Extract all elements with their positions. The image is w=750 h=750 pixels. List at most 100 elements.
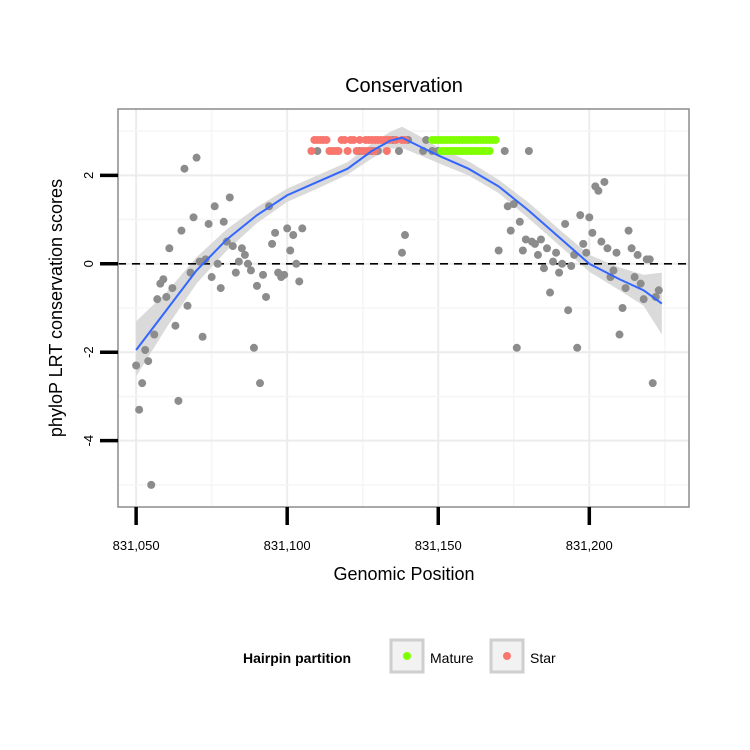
data-point-other — [210, 202, 219, 211]
data-point-other — [141, 346, 150, 355]
data-point-other — [271, 228, 280, 237]
data-point-other — [159, 275, 168, 284]
data-point-other — [500, 147, 509, 156]
data-point-other — [503, 202, 512, 211]
data-point-other — [539, 264, 548, 273]
data-point-other — [180, 164, 189, 173]
data-point-other — [582, 248, 591, 257]
data-point-other — [207, 273, 216, 282]
data-point-other — [286, 246, 295, 255]
data-point-other — [506, 226, 515, 235]
data-point-other — [579, 239, 588, 248]
data-point-other — [533, 250, 542, 259]
data-point-other — [216, 284, 225, 293]
data-point-other — [313, 147, 322, 156]
data-point-other — [512, 343, 521, 352]
data-point-other — [289, 231, 298, 240]
data-point-other — [189, 213, 198, 222]
data-point-other — [397, 248, 406, 257]
data-point-other — [168, 284, 177, 293]
data-point-other — [600, 177, 609, 186]
smooth-line — [135, 136, 663, 351]
data-point-other — [630, 273, 639, 282]
data-point-other — [283, 224, 292, 233]
y-tick-label: -2 — [81, 346, 96, 358]
data-point-other — [549, 257, 558, 266]
y-axis-title: phyloP LRT conservation scores — [46, 179, 66, 437]
data-point-other — [627, 244, 636, 253]
data-point-other — [552, 248, 561, 257]
legend-label-star: Star — [530, 650, 556, 666]
y-tick-label: 0 — [81, 260, 96, 267]
data-point-other — [246, 266, 255, 275]
x-tick-label: 831,200 — [566, 538, 613, 553]
data-point-other — [252, 281, 261, 290]
data-point-other — [225, 193, 234, 202]
data-point-mature — [485, 147, 494, 156]
data-point-star — [364, 147, 373, 156]
data-point-other — [648, 379, 657, 388]
x-tick-label: 831,100 — [264, 538, 311, 553]
data-point-other — [132, 361, 141, 370]
smooth-trend-line — [135, 136, 663, 351]
data-point-other — [394, 147, 403, 156]
data-point-other — [262, 292, 271, 301]
data-point-other — [144, 357, 153, 366]
data-point-other — [555, 268, 564, 277]
data-point-other — [564, 306, 573, 315]
data-point-other — [615, 330, 624, 339]
data-point-star — [343, 147, 352, 156]
data-point-other — [259, 270, 268, 279]
data-point-other — [295, 277, 304, 286]
data-point-star — [322, 135, 331, 144]
data-point-other — [618, 304, 627, 312]
data-point-other — [240, 250, 249, 259]
data-point-other — [135, 405, 144, 414]
data-point-other — [280, 270, 289, 279]
data-point-other — [573, 343, 582, 352]
data-point-other — [639, 295, 648, 304]
data-point-other — [255, 379, 264, 388]
data-point-other — [588, 228, 597, 237]
data-point-other — [292, 259, 301, 268]
data-point-other — [567, 261, 576, 270]
data-point-other — [268, 239, 277, 248]
data-point-other — [138, 379, 147, 388]
data-point-other — [597, 237, 606, 246]
data-point-star — [355, 135, 364, 144]
data-point-other — [546, 288, 555, 297]
data-point-star — [340, 135, 349, 144]
data-point-other — [521, 235, 530, 244]
data-point-star — [382, 147, 391, 156]
data-point-other — [654, 286, 663, 295]
legend-swatch-star — [503, 652, 511, 660]
data-point-other — [249, 343, 258, 352]
data-point-other — [195, 257, 204, 266]
data-point-star — [307, 147, 316, 156]
data-point-other — [612, 248, 621, 257]
plot-panel — [117, 108, 690, 508]
data-point-other — [543, 244, 552, 253]
data-point-other — [594, 186, 603, 195]
data-point-other — [530, 239, 539, 248]
data-point-other — [165, 244, 174, 253]
data-point-mature — [491, 135, 500, 144]
data-point-other — [198, 332, 207, 341]
data-point-other — [609, 266, 618, 275]
data-point-other — [603, 244, 612, 253]
data-point-other — [201, 255, 210, 264]
x-axis-title: Genomic Position — [333, 564, 474, 584]
data-point-other — [219, 217, 228, 226]
data-point-other — [153, 295, 162, 304]
data-point-star — [334, 147, 343, 156]
legend-title: Hairpin partition — [243, 650, 351, 666]
x-tick-label: 831,050 — [113, 538, 160, 553]
data-point-other — [177, 226, 186, 235]
data-point-other — [231, 268, 240, 277]
data-point-other — [651, 292, 660, 301]
data-point-other — [558, 259, 567, 268]
data-point-other — [422, 135, 431, 144]
data-point-other — [636, 279, 645, 288]
data-point-other — [174, 396, 183, 405]
